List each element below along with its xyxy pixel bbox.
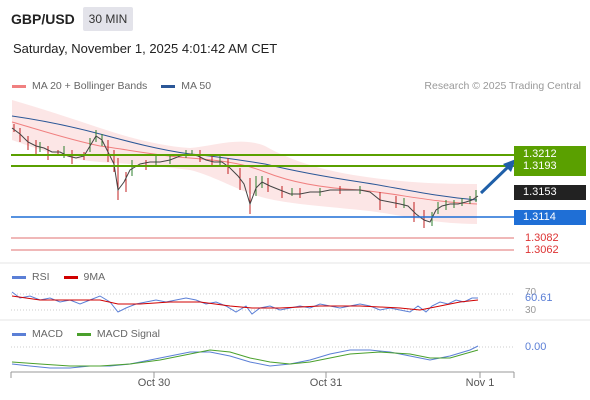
- price-legend: MA 20 + Bollinger Bands MA 50: [12, 80, 225, 92]
- macd-legend: MACD MACD Signal: [12, 328, 174, 340]
- rsi-lower-label: 30: [525, 305, 537, 316]
- rsi-line: [11, 291, 478, 315]
- research-credit: Research © 2025 Trading Central: [424, 80, 581, 92]
- forecast-arrowhead: [503, 159, 516, 172]
- ma50-line: [11, 115, 478, 201]
- legend-rsi-label: RSI: [32, 271, 50, 283]
- legend-macd-label: MACD: [32, 328, 63, 340]
- macd-signal-line: [11, 349, 479, 367]
- rsi-value: 60.61: [525, 292, 553, 304]
- x-tick-oct30: Oct 30: [137, 377, 171, 389]
- legend-macd-signal: MACD Signal: [76, 328, 160, 340]
- legend-ma20: MA 20 + Bollinger Bands: [12, 80, 147, 92]
- macd-swatch: [12, 332, 26, 336]
- symbol-title: GBP/USD: [11, 11, 75, 27]
- legend-9ma: 9MA: [63, 271, 106, 283]
- x-tick-oct31: Oct 31: [309, 377, 343, 389]
- x-tick-nov1: Nov 1: [465, 377, 495, 389]
- resistance-2-tag: 1.3212: [523, 148, 557, 160]
- legend-ma50: MA 50: [161, 80, 211, 92]
- timeframe-button[interactable]: 30 MIN: [83, 7, 133, 31]
- last-price-tag: 1.3153: [514, 185, 586, 200]
- legend-9ma-label: 9MA: [83, 271, 106, 283]
- rsi-swatch: [12, 275, 26, 279]
- forecast-arrow: [479, 165, 510, 195]
- legend-ma20-label: MA 20 + Bollinger Bands: [32, 80, 148, 92]
- rsi-upper-label: 70: [525, 287, 537, 298]
- legend-macd-signal-label: MACD Signal: [96, 328, 160, 340]
- datetime-label: Saturday, November 1, 2025 4:01:42 AM CE…: [13, 41, 278, 56]
- macd-value: 0.00: [525, 341, 547, 353]
- macd-signal-swatch: [76, 332, 91, 336]
- rsi-ma9-line: [11, 295, 479, 311]
- resistance-tag-bg: [514, 146, 586, 176]
- legend-macd: MACD: [12, 328, 63, 340]
- support-1-label: 1.3082: [525, 232, 559, 244]
- resistance-1-tag: 1.3193: [523, 160, 557, 172]
- ma50-swatch: [161, 84, 176, 88]
- ma9-swatch: [63, 275, 78, 279]
- legend-rsi: RSI: [12, 271, 50, 283]
- chart-header: GBP/USD 30 MIN: [0, 0, 590, 36]
- pivot-tag: 1.3114: [514, 210, 586, 225]
- rsi-legend: RSI 9MA: [12, 271, 119, 283]
- support-2-label: 1.3062: [525, 244, 559, 256]
- bollinger-band: [12, 100, 477, 224]
- legend-ma50-label: MA 50: [181, 80, 212, 92]
- ma20-swatch: [12, 84, 26, 88]
- price-line: [11, 127, 479, 223]
